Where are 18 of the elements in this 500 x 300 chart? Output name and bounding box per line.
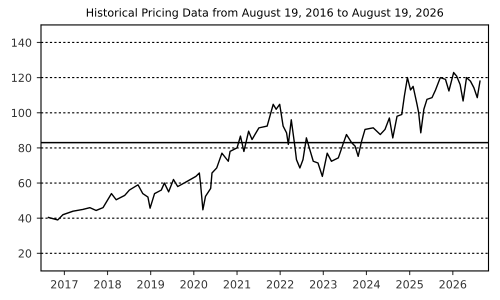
- x-tick-label: 2024: [353, 280, 380, 289]
- y-tick-label: 80: [18, 144, 32, 152]
- y-tick-label: 60: [18, 179, 32, 188]
- y-tick-label: 120: [12, 74, 32, 82]
- x-tick-label: 2025: [396, 280, 423, 289]
- x-tick-label: 2020: [180, 280, 208, 289]
- y-tick-label: 140: [12, 38, 32, 47]
- x-tick-label: 2021: [224, 280, 250, 289]
- y-tick-label: 20: [18, 249, 32, 258]
- y-tick-label: 100: [12, 108, 32, 118]
- x-tick-label: 2026: [439, 280, 466, 289]
- y-tick-label: 40: [18, 214, 32, 223]
- x-tick-label: 2023: [310, 280, 337, 289]
- x-tick-label: 2022: [266, 280, 294, 289]
- x-tick-label: 2019: [137, 280, 164, 289]
- x-tick-label: 2018: [94, 280, 121, 289]
- chart-title: Historical Pricing Data from August 19, 2016 to August 19, 2026: [86, 8, 444, 19]
- x-tick-label: 2017: [51, 280, 78, 289]
